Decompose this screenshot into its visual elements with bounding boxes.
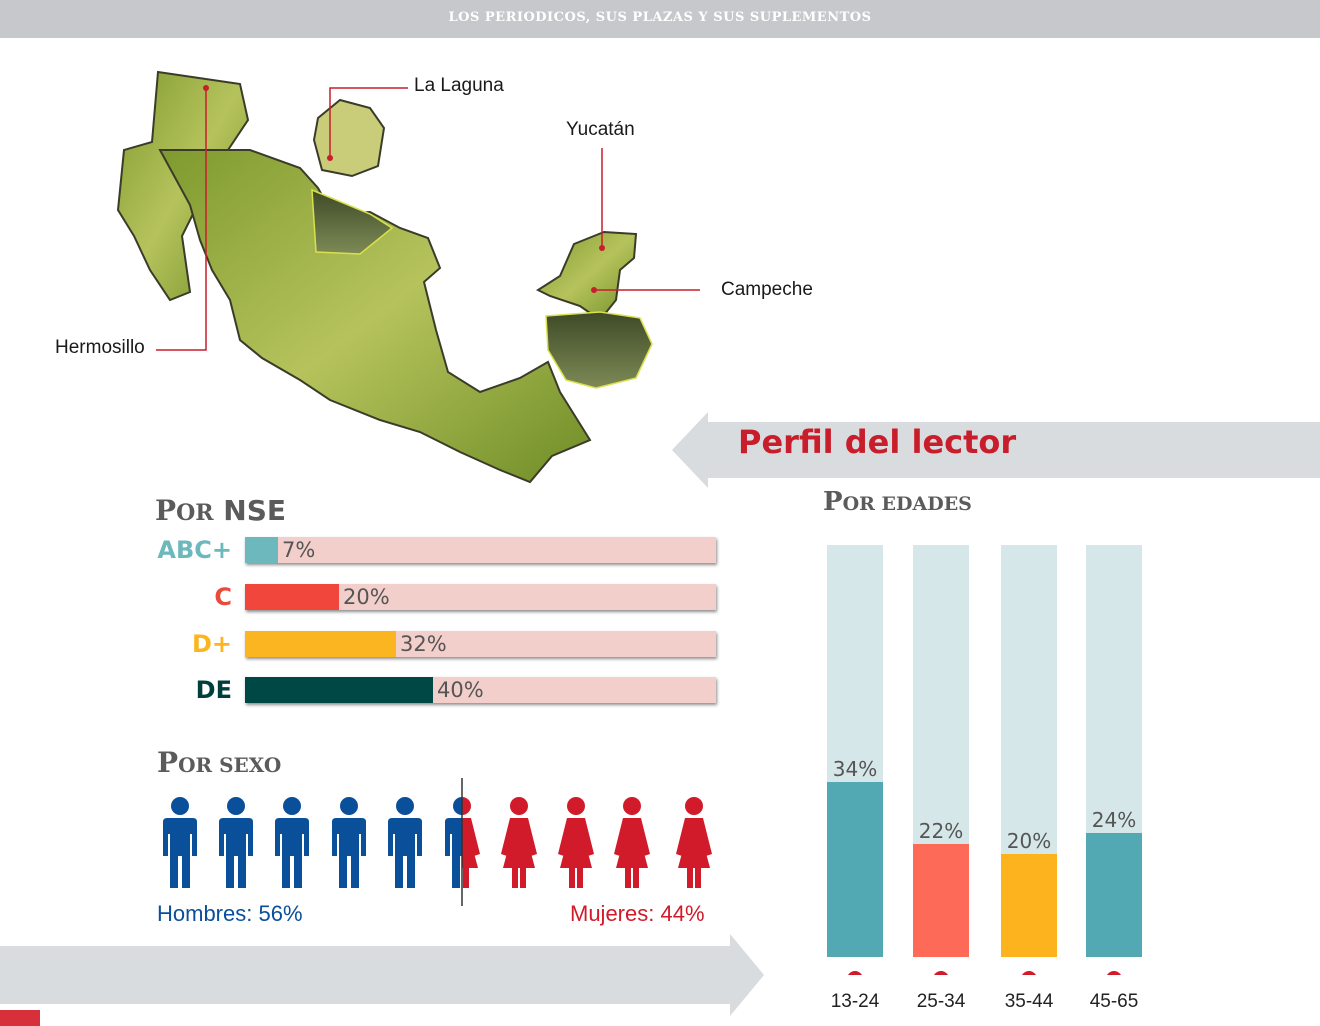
nse-bar-fill [245, 584, 339, 610]
leader-la-laguna [329, 87, 408, 158]
edades-tick-label: 25-34 [916, 991, 966, 1012]
edades-value-label: 20% [1007, 829, 1051, 853]
nse-category-label: ABC+ [157, 536, 232, 564]
nse-category-label: C [214, 583, 232, 611]
edades-tick-label: 45-65 [1089, 991, 1139, 1012]
nse-category-label: DE [195, 676, 232, 704]
nse-bar-fill [245, 631, 396, 657]
banner-arrow [672, 412, 1320, 488]
red-corner-tab [0, 1010, 40, 1026]
sexo-title-small: OR SEXO [178, 753, 282, 777]
mexico-map [116, 70, 700, 484]
woman-icon [501, 797, 537, 888]
edades-bar-fill [827, 782, 883, 957]
nse-title-rest: NSE [223, 494, 286, 527]
nse-bar-track: 40% [245, 677, 716, 703]
nse-value-label: 32% [400, 632, 447, 656]
edades-marker-dot [848, 971, 862, 975]
nse-category-label: D+ [191, 630, 232, 658]
edades-value-label: 22% [919, 819, 963, 843]
nse-title-small: OR [176, 500, 214, 526]
woman-icon [558, 797, 594, 888]
sexo-title-cap: P [157, 746, 179, 779]
map-label-la-laguna: La Laguna [414, 75, 504, 96]
leader-hermosillo [156, 88, 207, 351]
split-person-icon [445, 797, 480, 888]
nse-bar-track: 32% [245, 631, 716, 657]
header-bar: LOS PERIODICOS, SUS PLAZAS Y SUS SUPLEME… [0, 0, 1320, 38]
nse-value-label: 40% [437, 678, 484, 702]
nse-bar-fill [245, 677, 433, 703]
map-dark-state [311, 188, 394, 255]
map-la-laguna [312, 98, 386, 178]
sexo-title: POR SEXO [157, 746, 281, 779]
woman-icon [676, 797, 712, 888]
edades-bar-fill [1001, 854, 1057, 957]
edades-title-cap: P [823, 487, 843, 517]
banner-title: Perfil del lector [738, 423, 1017, 461]
nse-title-cap: P [155, 494, 177, 527]
edades-bar-chart: 34% 22% 20% 24% [827, 545, 1142, 975]
edades-marker-dot [1107, 971, 1121, 975]
nse-title: POR NSE [155, 494, 286, 527]
nse-bar-track: 7% [245, 537, 716, 563]
map-label-hermosillo: Hermosillo [55, 337, 145, 358]
man-icon [332, 797, 366, 888]
map-label-campeche: Campeche [721, 279, 813, 300]
nse-value-label: 7% [282, 538, 316, 562]
man-icon [219, 797, 253, 888]
woman-icon [614, 797, 650, 888]
map-mainland [158, 149, 592, 484]
nse-bar-track: 20% [245, 584, 716, 610]
mujeres-label: Mujeres: 44% [570, 901, 705, 926]
map-label-yucatan: Yucatán [566, 119, 635, 140]
edades-title-small: OR EDADES [842, 493, 972, 515]
man-icon [275, 797, 309, 888]
edades-bar-fill [1086, 833, 1142, 957]
edades-title: POR EDADES [823, 487, 972, 517]
sexo-pictograph [163, 778, 712, 906]
bottom-arrow-band [0, 934, 764, 1016]
man-icon [388, 797, 422, 888]
nse-bar-fill [245, 537, 278, 563]
header-title: LOS PERIODICOS, SUS PLAZAS Y SUS SUPLEME… [448, 10, 872, 25]
edades-tick-label: 35-44 [1004, 991, 1054, 1012]
nse-value-label: 20% [343, 585, 390, 609]
edades-tick-label: 13-24 [830, 991, 880, 1012]
edades-value-label: 34% [833, 757, 877, 781]
edades-marker-dot [934, 971, 948, 975]
map-yucatan [535, 230, 638, 322]
edades-marker-dot [1022, 971, 1036, 975]
man-icon [163, 797, 197, 888]
hombres-label: Hombres: 56% [157, 901, 303, 926]
edades-bar-fill [913, 844, 969, 957]
edades-value-label: 24% [1092, 808, 1136, 832]
map-campeche [545, 311, 653, 389]
